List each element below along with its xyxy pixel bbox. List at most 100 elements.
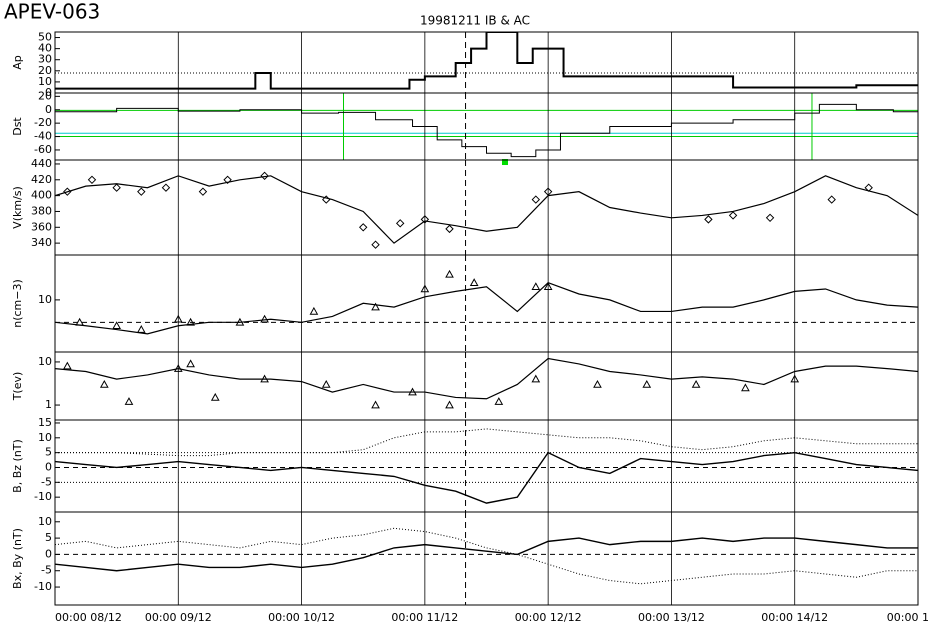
marker bbox=[260, 374, 269, 383]
series-line bbox=[55, 357, 918, 400]
panel-frame bbox=[54, 351, 919, 421]
panel bbox=[55, 32, 918, 90]
x-tick-label: 00:00 09/12 bbox=[145, 611, 212, 624]
marker bbox=[531, 282, 541, 291]
y-tick-label: 360 bbox=[31, 220, 52, 233]
marker bbox=[593, 379, 602, 388]
x-tick-label: 00:00 13/12 bbox=[638, 611, 705, 624]
x-tick-label: 00:00 12/12 bbox=[515, 611, 582, 624]
y-tick-label: -60 bbox=[34, 143, 52, 156]
point bbox=[501, 159, 508, 166]
y-tick-label: 10 bbox=[38, 75, 52, 88]
y-axis-label: V(km/s) bbox=[11, 186, 24, 229]
y-tick-label: 15 bbox=[38, 416, 52, 429]
marker bbox=[469, 278, 479, 287]
marker bbox=[371, 302, 380, 311]
y-axis-label: Dst bbox=[11, 117, 24, 136]
marker bbox=[87, 175, 97, 184]
marker bbox=[765, 213, 775, 222]
marker bbox=[642, 379, 652, 388]
chart-subtitle: 19981211 IB & AC bbox=[420, 14, 530, 28]
marker bbox=[359, 223, 368, 232]
marker bbox=[321, 379, 331, 388]
y-tick-label: 20 bbox=[38, 89, 52, 102]
panel bbox=[55, 527, 918, 585]
panel-frame bbox=[54, 159, 919, 256]
marker bbox=[210, 392, 220, 401]
panel bbox=[55, 93, 918, 160]
y-tick-label: 340 bbox=[31, 236, 52, 249]
marker bbox=[531, 374, 541, 383]
marker bbox=[62, 361, 72, 370]
marker bbox=[186, 359, 195, 368]
marker bbox=[494, 397, 504, 405]
panel bbox=[55, 171, 918, 249]
y-tick-label: -10 bbox=[34, 490, 52, 503]
marker bbox=[75, 317, 85, 326]
panel bbox=[55, 269, 918, 335]
marker bbox=[137, 187, 146, 196]
marker bbox=[827, 195, 836, 204]
marker bbox=[531, 195, 541, 204]
marker bbox=[445, 224, 454, 234]
panel-frame bbox=[54, 511, 919, 606]
y-tick-label: 420 bbox=[31, 173, 52, 186]
y-tick-label: 20 bbox=[38, 64, 52, 77]
y-tick-label: 400 bbox=[31, 189, 52, 202]
y-tick-label: 0 bbox=[45, 460, 52, 473]
panel bbox=[55, 428, 918, 504]
marker bbox=[112, 183, 121, 192]
y-tick-label: 0 bbox=[45, 103, 52, 116]
panel bbox=[55, 357, 918, 409]
marker bbox=[445, 400, 454, 409]
marker bbox=[864, 183, 873, 192]
y-tick-label: 5 bbox=[45, 531, 52, 544]
y-axis-label: n(cm−3) bbox=[11, 279, 24, 328]
marker bbox=[309, 306, 319, 315]
y-tick-label: 10 bbox=[38, 355, 52, 368]
y-tick-label: 10 bbox=[38, 293, 52, 306]
y-tick-label: 1 bbox=[45, 398, 52, 411]
series-line bbox=[55, 282, 918, 335]
series-line bbox=[55, 175, 918, 244]
marker bbox=[445, 269, 454, 278]
marker bbox=[186, 317, 195, 326]
y-tick-label: 10 bbox=[38, 515, 52, 528]
series-line bbox=[55, 527, 918, 585]
y-axis-label: Ap bbox=[11, 55, 24, 70]
marker bbox=[223, 175, 232, 184]
y-tick-label: 40 bbox=[38, 42, 52, 55]
x-tick-label: 00:00 10/12 bbox=[268, 611, 335, 624]
panel-frame bbox=[54, 254, 919, 353]
x-tick-label: 00:00 08/12 bbox=[55, 611, 122, 624]
y-tick-label: 0 bbox=[45, 547, 52, 560]
marker bbox=[198, 187, 208, 196]
y-axis-label: B, Bz (nT) bbox=[11, 439, 24, 493]
y-tick-label: 0 bbox=[45, 86, 52, 99]
series-line bbox=[55, 451, 918, 504]
y-axis-label: T(ev) bbox=[11, 372, 24, 402]
marker bbox=[322, 195, 331, 204]
panel-frame bbox=[54, 419, 919, 513]
series-line bbox=[55, 537, 918, 572]
y-tick-label: 380 bbox=[31, 204, 52, 217]
marker bbox=[371, 400, 380, 409]
marker bbox=[235, 317, 245, 326]
y-tick-label: -20 bbox=[34, 116, 52, 129]
marker bbox=[63, 187, 72, 196]
y-tick-label: 440 bbox=[31, 157, 52, 170]
marker bbox=[161, 183, 171, 192]
marker bbox=[704, 215, 713, 224]
x-tick-label: 00:00 14/12 bbox=[761, 611, 828, 624]
y-tick-label: -5 bbox=[41, 475, 52, 488]
marker bbox=[408, 387, 417, 396]
y-tick-label: 50 bbox=[38, 31, 52, 44]
y-tick-label: 30 bbox=[38, 53, 52, 66]
marker bbox=[260, 171, 269, 181]
marker bbox=[728, 211, 738, 220]
marker bbox=[112, 321, 121, 330]
step-line bbox=[55, 32, 918, 90]
y-tick-label: -40 bbox=[34, 130, 52, 143]
marker bbox=[691, 379, 701, 388]
